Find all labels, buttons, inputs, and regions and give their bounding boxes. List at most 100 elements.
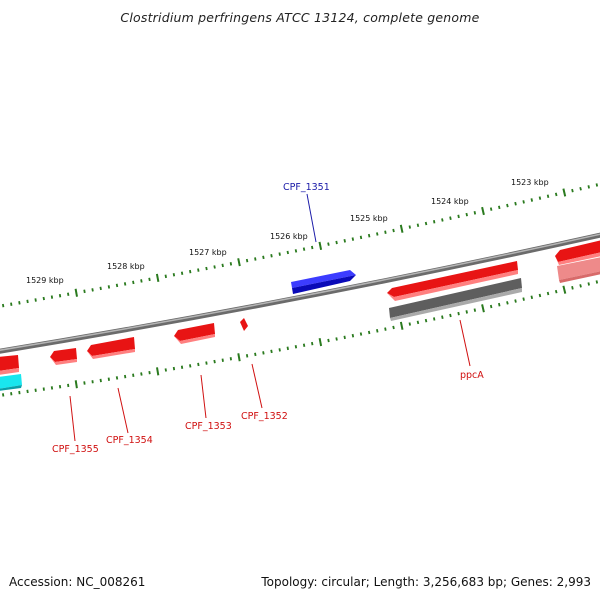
outer-scale-minor-tick	[489, 207, 493, 211]
outer-scale-minor-tick	[335, 240, 338, 245]
outer-scale-minor-tick	[172, 273, 176, 277]
inner-scale-minor-tick	[416, 320, 420, 325]
inner-scale-minor-tick	[343, 335, 346, 340]
inner-scale-minor-tick	[10, 392, 13, 396]
outer-scale-minor-tick	[522, 200, 525, 204]
outer-scale-minor-tick	[294, 249, 298, 253]
inner-scale-minor-tick	[197, 362, 200, 367]
gene-cpf-1352[interactable]	[240, 318, 248, 331]
inner-scale-minor-tick	[213, 359, 216, 364]
outer-scale-ticks	[2, 183, 599, 308]
outer-scale-minor-tick	[26, 299, 29, 304]
outer-scale-minor-tick	[424, 221, 428, 226]
outer-scale-minor-tick	[311, 245, 314, 250]
inner-scale-minor-tick	[530, 295, 534, 300]
gene-label-ppca[interactable]: ppcA	[460, 370, 484, 381]
scale-label-1529: 1529 kbp	[26, 276, 64, 285]
inner-scale-minor-tick	[58, 384, 62, 389]
inner-scale-minor-tick	[433, 317, 436, 321]
gene-ppca[interactable]	[387, 261, 518, 301]
inner-scale-minor-tick	[367, 330, 371, 335]
gene-left-edge-cyan[interactable]	[0, 374, 22, 391]
inner-scale-minor-tick	[262, 351, 265, 355]
outer-scale-major-tick	[155, 273, 160, 282]
gene-label-cpf-1352[interactable]: CPF_1352	[241, 411, 288, 422]
outer-scale-minor-tick	[514, 201, 517, 206]
genome-summary-text: Topology: circular; Length: 3,256,683 bp…	[261, 575, 591, 589]
outer-scale-minor-tick	[465, 212, 468, 217]
inner-scale-minor-tick	[278, 348, 281, 352]
outer-scale-minor-tick	[132, 280, 135, 285]
inner-scale-minor-tick	[579, 284, 582, 288]
outer-scale-major-tick	[562, 188, 567, 197]
gene-cpf-1355[interactable]	[50, 348, 77, 365]
scale-label-1523: 1523 kbp	[511, 178, 549, 187]
gene-label-cpf-1351[interactable]: CPF_1351	[283, 182, 330, 193]
gene-label-cpf-1354[interactable]: CPF_1354	[106, 435, 153, 446]
inner-scale-minor-tick	[514, 299, 517, 303]
outer-scale-minor-tick	[579, 186, 582, 191]
outer-scale-minor-tick	[286, 250, 289, 255]
outer-scale-minor-tick	[587, 185, 590, 189]
outer-scale-minor-tick	[571, 188, 574, 193]
outer-scale-minor-tick	[302, 247, 306, 251]
inner-scale-minor-tick	[115, 376, 119, 380]
inner-scale-minor-tick	[489, 304, 493, 309]
inner-scale-major-tick	[237, 353, 241, 362]
gene-cpf-1353[interactable]	[174, 323, 215, 344]
outer-scale-minor-tick	[58, 293, 62, 298]
inner-scale-minor-tick	[148, 370, 151, 375]
inner-scale-minor-tick	[359, 332, 363, 336]
outer-scale-minor-tick	[18, 301, 21, 305]
leader-line-cpf-1353	[200, 374, 207, 419]
map-title: Clostridium perfringens ATCC 13124, comp…	[120, 10, 480, 25]
inner-scale-ticks	[2, 280, 599, 397]
inner-scale-minor-tick	[554, 289, 558, 294]
inner-scale-minor-tick	[205, 361, 208, 365]
outer-scale-minor-tick	[262, 255, 265, 260]
leader-line-cpf-1351	[306, 193, 317, 243]
outer-scale-minor-tick	[449, 216, 452, 220]
outer-scale-minor-tick	[554, 192, 558, 197]
outer-scale-minor-tick	[595, 183, 599, 187]
inner-scale-minor-tick	[546, 291, 550, 296]
gene-right-edge-pink[interactable]	[557, 257, 600, 283]
outer-scale-minor-tick	[498, 205, 501, 210]
outer-scale-minor-tick	[221, 263, 224, 268]
scale-label-1524: 1524 kbp	[431, 197, 469, 206]
inner-scale-minor-tick	[384, 327, 387, 331]
gene-right-edge-red[interactable]	[555, 240, 600, 265]
gene-cpf-1351[interactable]	[291, 270, 356, 294]
inner-scale-minor-tick	[140, 372, 143, 376]
gene-label-cpf-1355[interactable]: CPF_1355	[52, 444, 99, 455]
outer-scale-minor-tick	[213, 265, 216, 269]
inner-scale-minor-tick	[473, 308, 477, 312]
outer-scale-minor-tick	[164, 274, 167, 279]
inner-scale-minor-tick	[311, 341, 314, 346]
inner-scale-major-tick	[156, 367, 160, 376]
inner-scale-minor-tick	[132, 373, 135, 378]
inner-scale-minor-tick	[376, 329, 379, 333]
outer-scale-minor-tick	[2, 303, 5, 308]
leader-line-ppca	[459, 319, 471, 367]
inner-scale-minor-tick	[538, 293, 542, 298]
inner-scale-minor-tick	[270, 349, 273, 354]
scale-label-1528: 1528 kbp	[107, 262, 145, 271]
outer-scale-minor-tick	[180, 271, 184, 275]
inner-scale-minor-tick	[172, 366, 176, 371]
outer-scale-minor-tick	[42, 296, 45, 301]
gene-labels: CPF_1351 ppcA CPF_1352 CPF_1353 CPF_1354…	[52, 182, 484, 455]
inner-scale-minor-tick	[571, 286, 574, 290]
outer-scale-major-tick	[74, 288, 78, 297]
inner-scale-minor-tick	[595, 280, 599, 284]
gene-cpf-1354[interactable]	[87, 337, 135, 359]
gene-left-edge-red[interactable]	[0, 355, 19, 375]
gene-label-cpf-1353[interactable]: CPF_1353	[185, 421, 232, 432]
inner-scale-minor-tick	[107, 377, 110, 381]
outer-scale-minor-tick	[34, 298, 37, 302]
scale-labels: 1523 kbp 1524 kbp 1525 kbp 1526 kbp 1527…	[26, 178, 549, 285]
inner-scale-minor-tick	[164, 368, 167, 372]
inner-scale-minor-tick	[522, 297, 525, 301]
leader-line-cpf-1352	[251, 363, 263, 409]
